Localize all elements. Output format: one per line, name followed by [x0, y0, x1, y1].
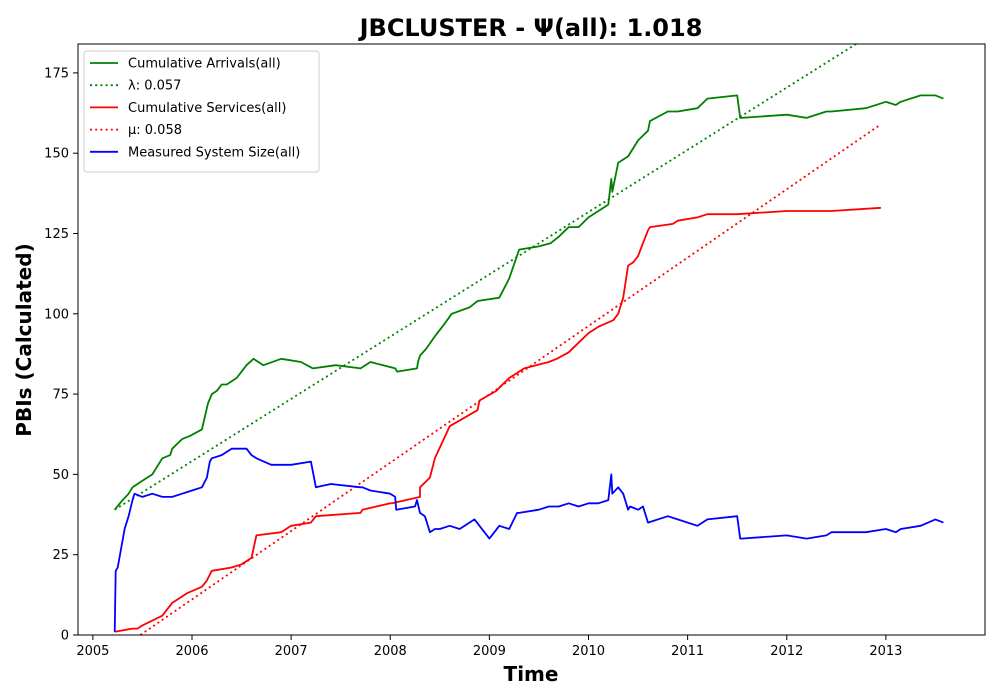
x-tick-label: 2012 [770, 644, 803, 659]
chart-title: JBCLUSTER - Ψ(all): 1.018 [358, 14, 703, 42]
y-tick-label: 75 [52, 388, 69, 403]
legend-entry: Cumulative Services(all) [128, 101, 286, 116]
y-axis: 0 25 50 75 100 125 150 175 [44, 66, 78, 644]
x-tick-label: 2013 [869, 644, 902, 659]
series-line-0 [114, 94, 944, 511]
plot-frame [77, 43, 986, 636]
x-axis-label: Time [504, 662, 559, 686]
legend-entry: Cumulative Arrivals(all) [128, 57, 281, 72]
y-axis-label: PBIs (Calculated) [12, 243, 36, 436]
plot-area [113, 44, 944, 635]
y-tick-label: 150 [44, 147, 69, 162]
x-tick-label: 2011 [671, 644, 704, 659]
x-tick-label: 2007 [275, 644, 308, 659]
y-tick-label: 175 [44, 66, 69, 81]
x-tick-label: 2006 [175, 644, 208, 659]
x-axis: 2005 2006 2007 2008 2009 2010 2011 2012 2013 [76, 635, 902, 659]
series-line-2 [114, 206, 881, 633]
y-tick-label: 125 [44, 227, 69, 242]
x-tick-label: 2005 [76, 644, 109, 659]
y-tick-label: 50 [52, 468, 69, 483]
legend-box [83, 50, 320, 173]
series-line-3 [139, 123, 882, 635]
y-tick-label: 100 [44, 307, 69, 322]
x-tick-label: 2010 [572, 644, 605, 659]
y-tick-label: 0 [61, 629, 69, 644]
x-tick-label: 2009 [473, 644, 506, 659]
x-tick-label: 2008 [374, 644, 407, 659]
legend-entry: λ: 0.057 [128, 79, 181, 94]
y-tick-label: 25 [52, 548, 69, 563]
series-line-4 [113, 447, 944, 632]
legend-entry: μ: 0.058 [128, 123, 182, 138]
legend-entry: Measured System Size(all) [128, 145, 300, 160]
series-line-1 [114, 44, 857, 511]
legend: Cumulative Arrivals(all) λ: 0.057 Cumulati… [83, 50, 320, 173]
